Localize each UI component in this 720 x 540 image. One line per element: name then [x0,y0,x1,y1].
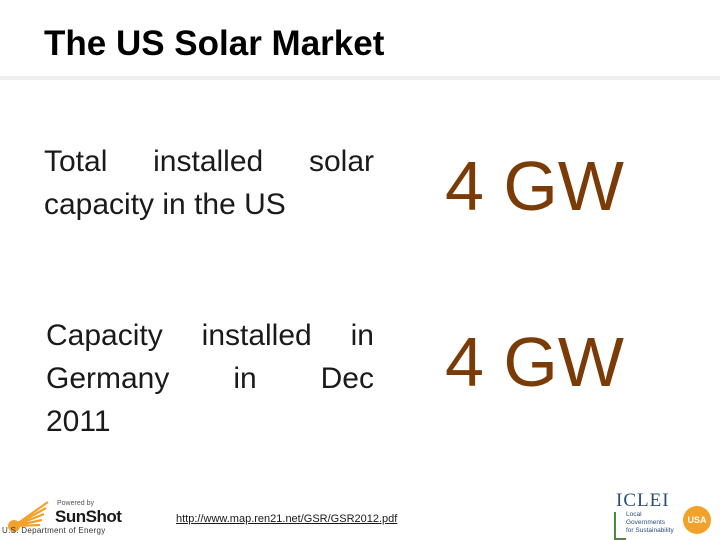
iclei-logo: ICLEI [616,490,670,511]
iclei-bracket [614,512,626,540]
row-label-us-capacity: Total installed solar capacity in the US [44,145,374,221]
row-label-germany-capacity: Capacity installed in Germany in Dec 201… [46,315,374,444]
sunshot-tagline: Powered by [57,500,94,507]
usa-badge: USA [683,506,711,534]
sunshot-sun-icon [8,501,49,532]
row-value-germany-capacity: 4 GW [445,323,624,401]
row-label-line: 2011 [46,404,111,438]
row-label-line: Germany in Dec [46,361,374,395]
iclei-tagline-2: Governments [626,519,666,526]
sunshot-agency: U.S. Department of Energy [2,526,106,535]
iclei-tagline-3: for Sustainability [626,527,674,534]
slide-title: The US Solar Market [44,24,385,63]
iclei-tagline-1: Local [626,511,642,518]
row-value-us-capacity: 4 GW [445,147,624,225]
title-bar: The US Solar Market [0,0,720,80]
sunshot-logo: SunShot [55,507,122,526]
row-label-line: Capacity installed in [46,319,374,352]
source-link[interactable]: http://www.map.ren21.net/GSR/GSR2012.pdf [176,513,398,525]
